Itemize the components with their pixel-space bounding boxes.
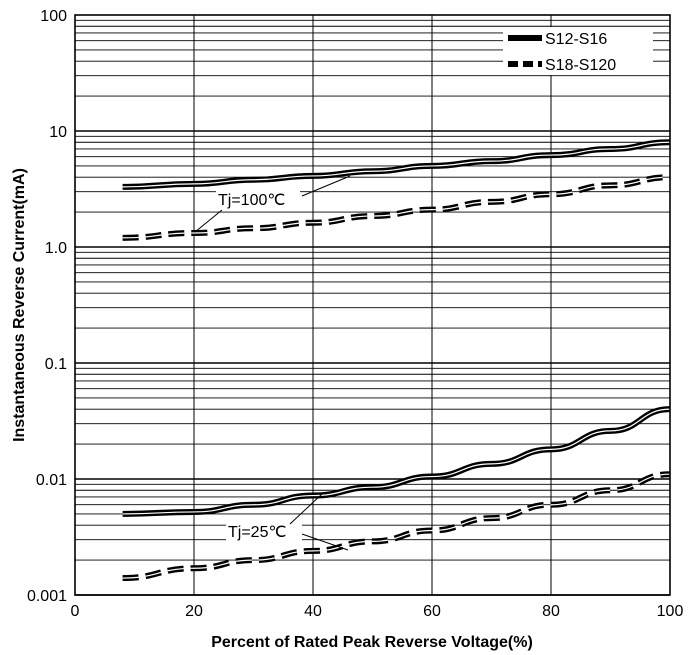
x-tick-label: 60 <box>423 603 441 620</box>
annotation-tj100-leader-dashed <box>194 209 223 233</box>
legend: S12-S16 S18-S120 <box>503 27 653 75</box>
x-tick-labels: 0 20 40 60 80 100 <box>71 603 684 620</box>
annotation-tj100-label: Tj=100℃ <box>218 192 285 209</box>
series-line-core-s18-s120-tj100 <box>122 176 671 239</box>
annotation-tj25-background <box>226 520 302 542</box>
annotation-tj100-background <box>216 188 300 210</box>
x-tick-label: 0 <box>71 603 80 620</box>
series-layer <box>122 139 671 582</box>
x-tick-label: 40 <box>304 603 322 620</box>
y-axis-title: Instantaneous Reverse Current(mA) <box>11 168 28 442</box>
grid <box>75 15 670 596</box>
y-tick-label: 100 <box>40 8 67 25</box>
x-tick-label: 80 <box>542 603 560 620</box>
series-s18-s120-tj25 <box>122 471 671 582</box>
y-tick-label: 0.1 <box>45 356 67 373</box>
x-axis-title: Percent of Rated Peak Reverse Voltage(%) <box>211 634 533 651</box>
series-s12-s16-tj100 <box>122 139 671 190</box>
y-tick-label: 10 <box>49 124 67 141</box>
y-tick-labels: 0.001 0.01 0.1 1.0 10 100 <box>27 8 67 605</box>
annotation-tj100: Tj=100℃ <box>194 175 351 233</box>
x-tick-label: 20 <box>185 603 203 620</box>
legend-label-s12-s16: S12-S16 <box>545 31 607 48</box>
y-tick-label: 1.0 <box>45 240 67 257</box>
annotation-tj25-label: Tj=25℃ <box>228 524 286 541</box>
annotation-tj25-leader-solid <box>289 493 323 525</box>
series-line-s12-s16-tj25 <box>122 406 671 517</box>
legend-label-s18-s120: S18-S120 <box>545 57 616 74</box>
series-line-core-s12-s16-tj100 <box>122 141 671 188</box>
y-tick-label: 0.01 <box>36 472 67 489</box>
annotation-tj25-leader-dashed <box>301 533 349 551</box>
plot-frame <box>74 14 671 596</box>
x-tick-label: 100 <box>657 603 684 620</box>
series-line-core-s18-s120-tj25 <box>122 473 671 579</box>
series-line-s18-s120-tj25 <box>122 471 671 582</box>
y-tick-label: 0.001 <box>27 588 67 605</box>
series-s18-s120-tj100 <box>122 174 671 241</box>
series-line-core-s12-s16-tj25 <box>122 408 671 515</box>
annotation-tj25: Tj=25℃ <box>226 493 349 551</box>
annotation-tj100-leader-solid <box>301 175 351 197</box>
series-s12-s16-tj25 <box>122 406 671 517</box>
